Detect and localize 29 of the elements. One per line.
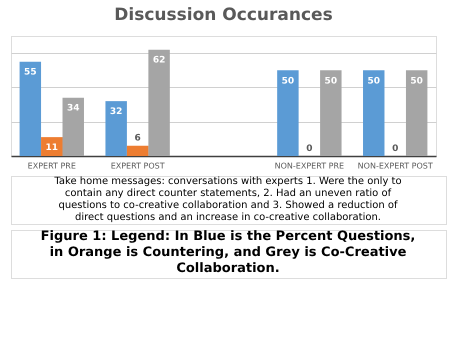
x-tick-label: EXPERT PRE	[28, 162, 76, 170]
data-label: 34	[66, 104, 80, 114]
bar	[20, 62, 42, 156]
data-label: 50	[324, 76, 338, 86]
bar	[41, 137, 63, 156]
bar	[126, 146, 148, 156]
bar	[406, 70, 428, 156]
bar	[363, 70, 384, 156]
bar	[320, 70, 342, 156]
data-label: 6	[134, 134, 141, 144]
bar	[105, 101, 127, 156]
data-label: 55	[24, 68, 37, 78]
caption: Figure 1: Legend: In Blue is the Percent Questions, in Orange is Countering, and Grey is Co-Creative Collaboration.	[40, 229, 416, 276]
data-label: 50	[410, 76, 423, 86]
bar	[148, 50, 170, 156]
data-label: 0	[306, 144, 312, 154]
data-label: 0	[392, 144, 398, 154]
bar	[62, 98, 84, 156]
data-label: 50	[367, 76, 380, 86]
x-tick-label: EXPERT POST	[110, 162, 165, 170]
x-tick-label: NON-EXPERT POST	[358, 162, 433, 170]
data-label: 11	[46, 143, 58, 154]
data-label: 32	[110, 107, 122, 118]
data-label: 62	[152, 56, 166, 66]
x-tick-label: NON-EXPERT PRE	[274, 162, 344, 170]
data-label: 50	[282, 76, 294, 86]
bar	[277, 70, 299, 156]
chart-title: Discussion Occurances	[114, 5, 333, 25]
text: Take home messages: conversations with experts 1. Were the only to contain any direct counter statements, 2. Had an uneven ratio of questions to co-creative collaboration and 3. Showed a reduction of direct questions and an increase in co-creative collaboration.	[53, 176, 402, 223]
